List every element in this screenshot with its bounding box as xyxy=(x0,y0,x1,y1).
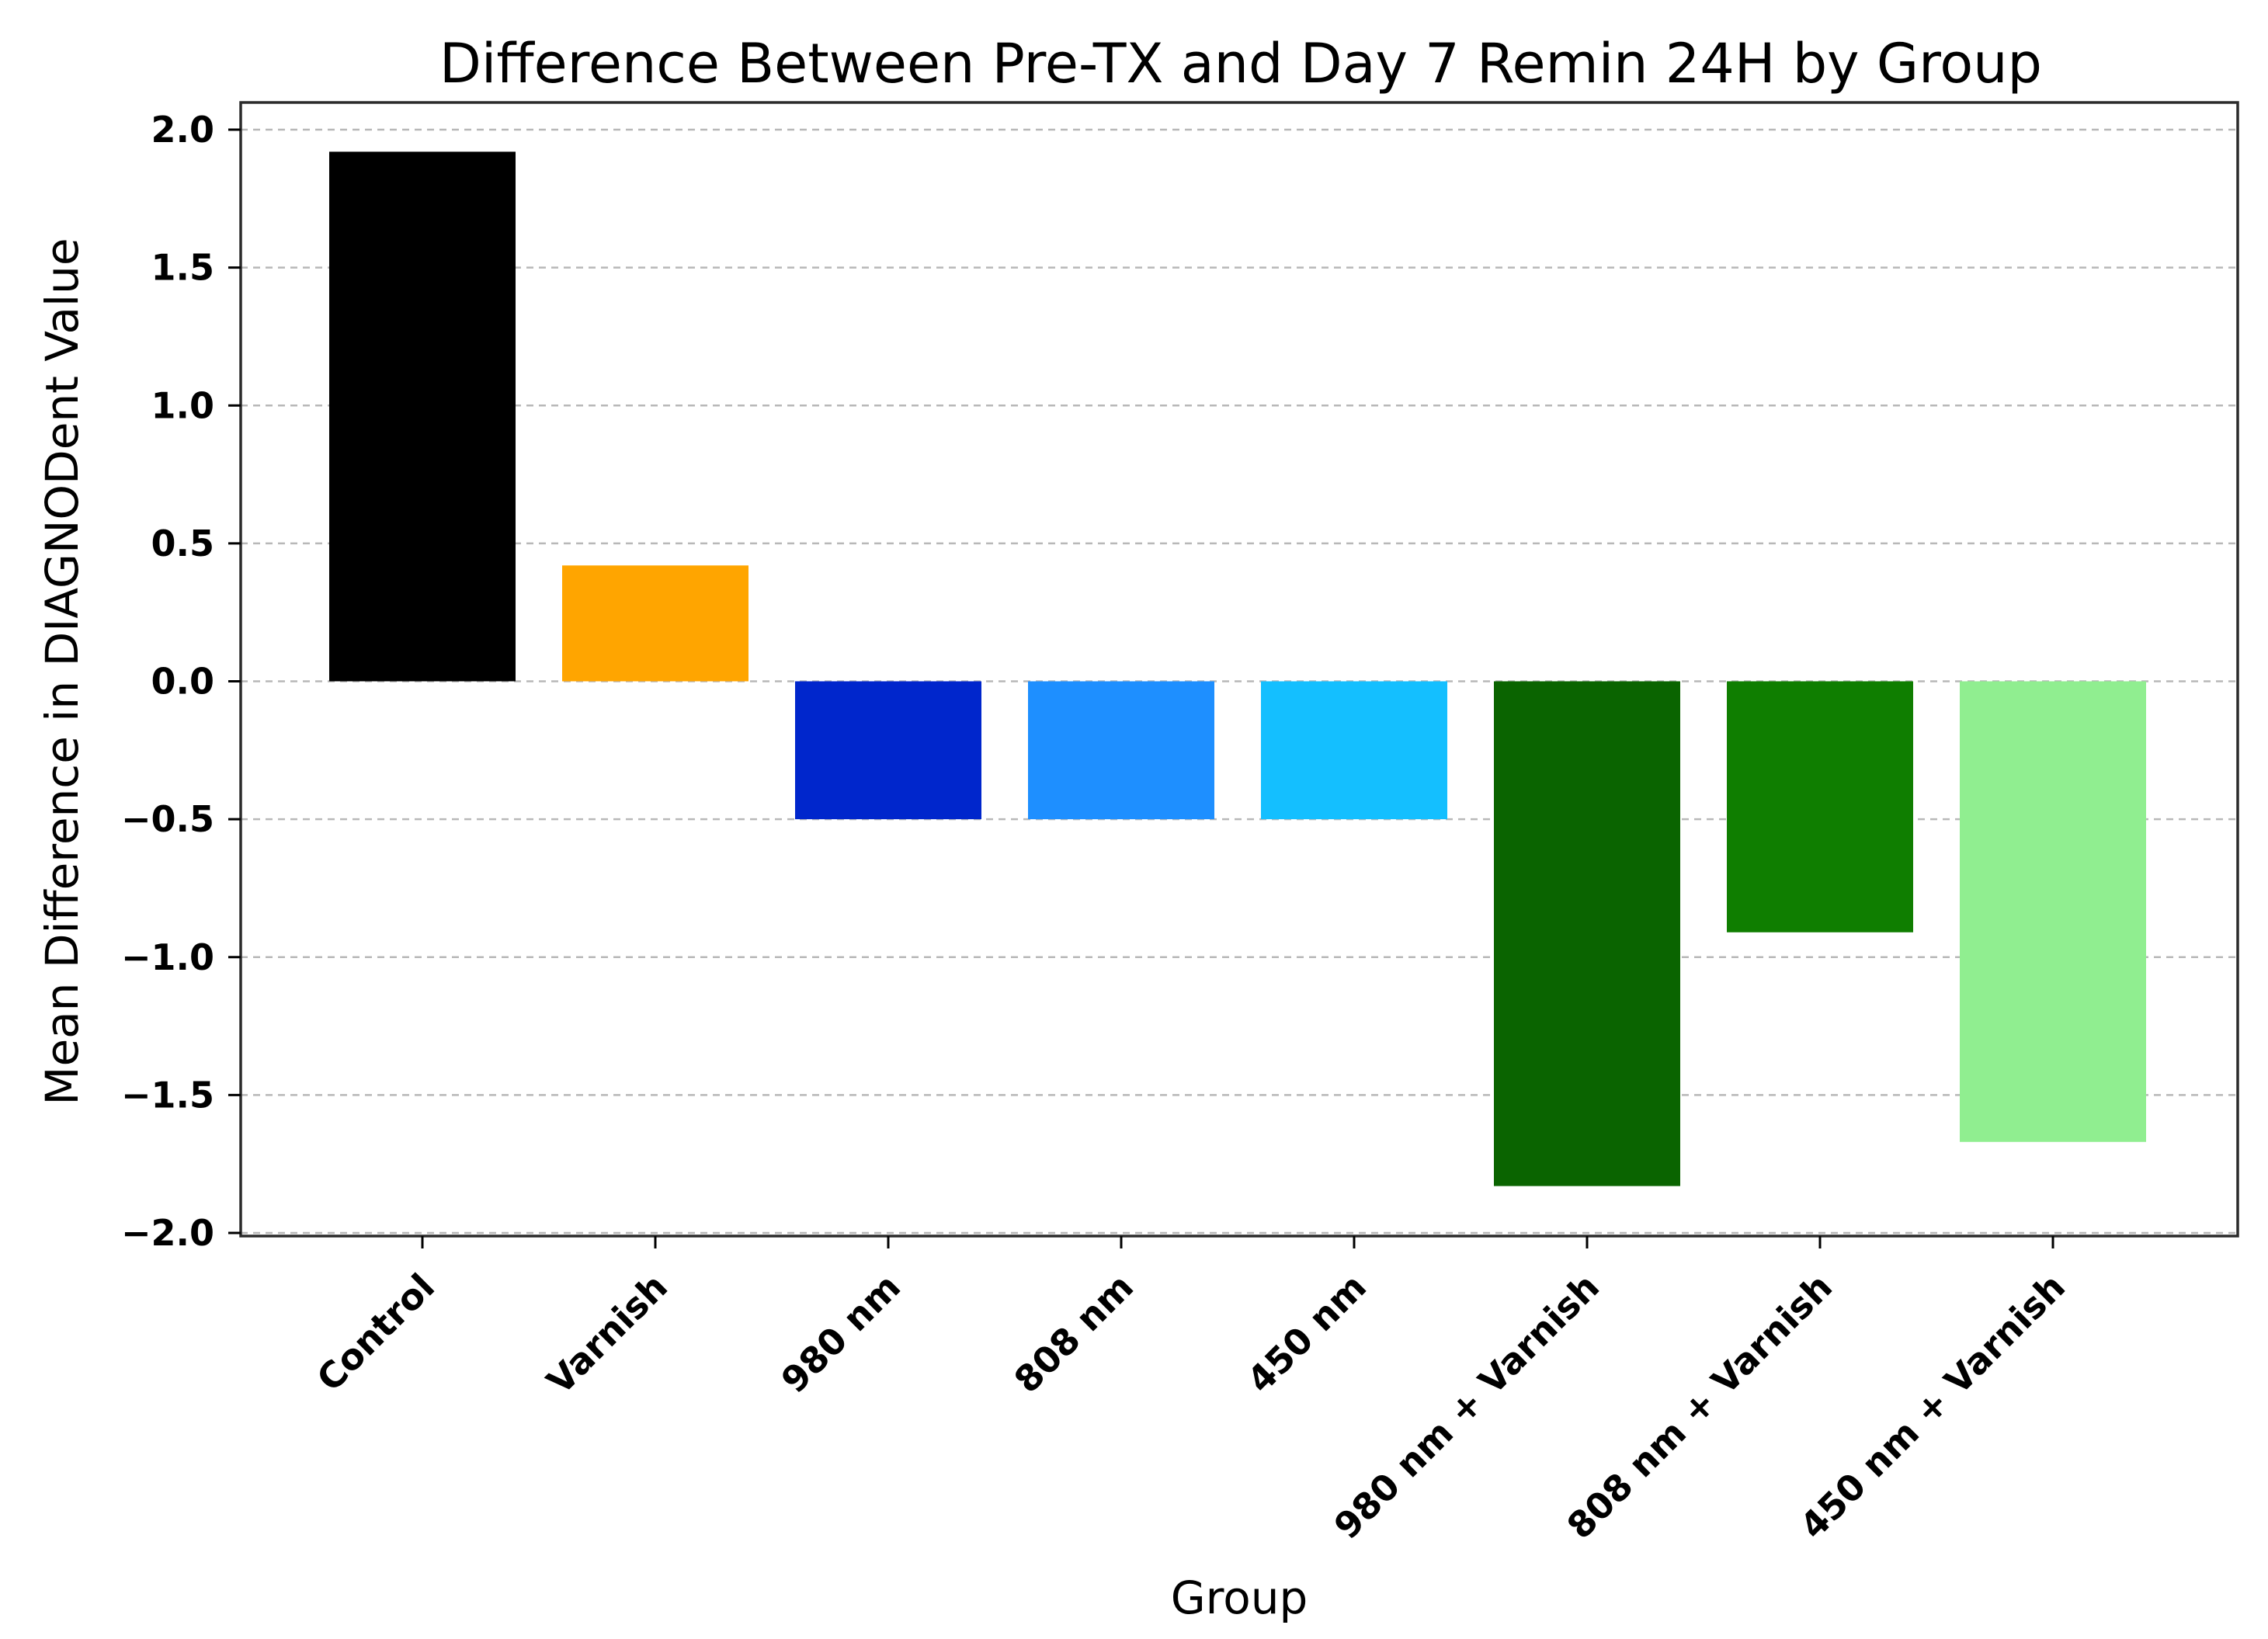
y-tick-label: −1.0 xyxy=(121,936,214,978)
y-tick-label: −2.0 xyxy=(121,1212,214,1254)
chart-title: Difference Between Pre-TX and Day 7 Remi… xyxy=(439,32,2042,95)
x-axis-label: Group xyxy=(1171,1571,1308,1624)
y-tick-label: 0.0 xyxy=(151,661,215,703)
gridlines xyxy=(241,128,2238,1234)
bar xyxy=(795,681,981,820)
y-tick-label: 0.5 xyxy=(151,523,215,564)
y-tick-label: −1.5 xyxy=(121,1074,214,1116)
plot-frame xyxy=(239,101,2239,1238)
bar xyxy=(1960,681,2146,1142)
bars xyxy=(329,151,2146,1186)
bar xyxy=(562,565,748,682)
y-tick-label: −0.5 xyxy=(121,798,214,840)
y-axis-ticks: 2.0 1.5 1.0 0.5 0.0 −0.5 −1.0 −1.5 −2.0 xyxy=(121,109,241,1254)
bar xyxy=(1028,681,1214,820)
y-tick-label: 2.0 xyxy=(151,109,215,151)
bar xyxy=(1727,681,1913,932)
y-tick-label: 1.5 xyxy=(151,247,215,289)
bar xyxy=(329,151,516,682)
bar xyxy=(1494,681,1680,1186)
y-tick-label: 1.0 xyxy=(151,384,215,426)
y-axis-label: Mean Difference in DIAGNODent Value xyxy=(36,238,89,1105)
bar xyxy=(1261,681,1447,820)
